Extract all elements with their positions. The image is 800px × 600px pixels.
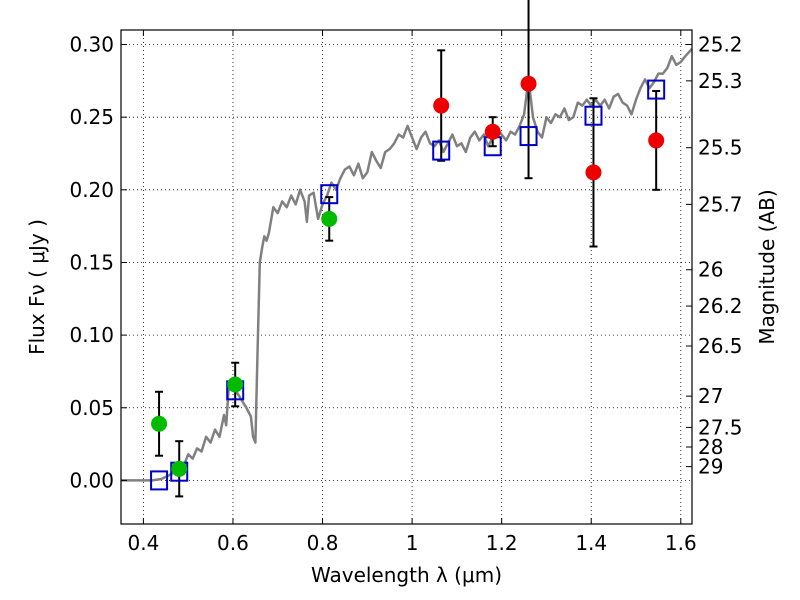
- axis-ticks: 0.4 0.6 0.8 1 1.2 1.4 1.6 0.00 0.05 0.10 0.15 0.20 0…: [69, 30, 743, 555]
- model-point: [584, 105, 603, 126]
- x-tick-label: 1.2: [486, 531, 518, 555]
- y-axis-label: Flux Fν ( μJy ): [25, 219, 49, 355]
- model-point: [320, 184, 339, 205]
- x-tick-label: 1.4: [575, 531, 607, 555]
- model-point: [647, 79, 666, 100]
- data-point: [151, 415, 168, 432]
- model-point: [432, 140, 451, 161]
- right-tick-label: 25.2: [698, 33, 743, 57]
- right-tick-label: 26.2: [698, 294, 743, 318]
- y-tick-label: 0.30: [69, 33, 114, 57]
- data-point: [484, 123, 501, 140]
- right-tick-label: 25.5: [698, 136, 743, 160]
- y-tick-label: 0.15: [69, 250, 114, 274]
- y-axis-label-right: Magnitude (AB): [755, 189, 779, 344]
- data-point: [321, 210, 338, 227]
- right-tick-label: 26: [698, 258, 723, 282]
- right-tick-label: 29: [698, 455, 723, 479]
- x-tick-label: 0.6: [217, 531, 249, 555]
- data-point: [648, 132, 665, 149]
- data-series: [121, 0, 693, 498]
- x-tick-label: 0.8: [307, 531, 339, 555]
- y-tick-label: 0.20: [69, 178, 114, 202]
- right-tick-label: 28: [698, 435, 723, 459]
- right-tick-label: 27: [698, 384, 723, 408]
- right-tick-label: 26.5: [698, 334, 743, 358]
- x-tick-label: 0.4: [127, 531, 159, 555]
- y-tick-label: 0.00: [69, 468, 114, 492]
- plot-frame: [120, 29, 693, 525]
- data-point: [520, 75, 537, 92]
- model-point: [150, 470, 169, 491]
- right-tick-label: 27.5: [698, 415, 743, 439]
- data-point: [585, 164, 602, 181]
- y-tick-label: 0.25: [69, 105, 114, 129]
- x-tick-label: 1: [406, 531, 419, 555]
- data-point: [433, 97, 450, 114]
- right-tick-label: 25.3: [698, 69, 743, 93]
- y-tick-label: 0.05: [69, 396, 114, 420]
- y-tick-label: 0.10: [69, 323, 114, 347]
- right-tick-label: 25.7: [698, 192, 743, 216]
- x-axis-label: Wavelength λ (μm): [311, 563, 502, 587]
- data-point: [171, 460, 188, 477]
- x-tick-label: 1.6: [665, 531, 697, 555]
- spectrum-line: [121, 48, 693, 482]
- model-point: [519, 126, 538, 147]
- data-point: [227, 376, 244, 393]
